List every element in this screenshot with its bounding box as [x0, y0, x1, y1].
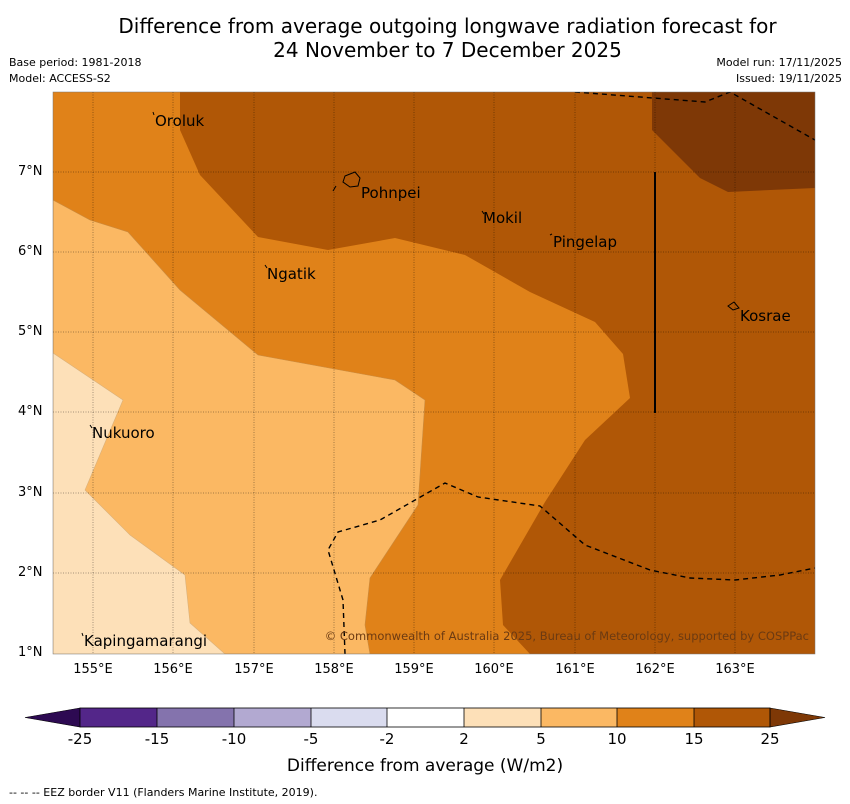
label-nukuoro: Nukuoro [92, 424, 155, 442]
model-text: Model: ACCESS-S2 [9, 72, 111, 85]
map-frame [52, 91, 816, 655]
band-2-5 [53, 352, 226, 654]
eez-borders [327, 92, 815, 654]
kosrae-outline [727, 301, 740, 311]
title-line-1: Difference from average outgoing longwav… [118, 14, 777, 38]
colorbar-extend-low [24, 707, 81, 728]
pohnpei-outline [342, 171, 361, 188]
colorbar-tick: -2 [379, 730, 395, 748]
lat-label-6n: 6°N [18, 244, 43, 259]
colorbar-title: Difference from average (W/m2) [286, 756, 564, 776]
colorbar-tick: -10 [221, 730, 247, 748]
lon-label-159e: 159°E [394, 662, 434, 677]
colorbar-neg25-neg15 [80, 708, 157, 727]
lat-label-1n: 1°N [18, 645, 43, 660]
colorbar-neg5-neg2 [311, 708, 387, 727]
lon-label-161e: 161°E [555, 662, 595, 677]
graticule [53, 92, 815, 654]
colorbar-tick: -15 [144, 730, 170, 748]
lon-label-163e: 163°E [715, 662, 755, 677]
colorbar-neg15-neg10 [157, 708, 234, 727]
model-run-text: Model run: 17/11/2025 [716, 56, 842, 69]
label-oroluk: Oroluk [155, 112, 204, 130]
lon-label-156e: 156°E [153, 662, 193, 677]
colorbar-neg10-neg5 [234, 708, 311, 727]
colorbar-tick: 5 [536, 730, 546, 748]
colorbar-tick: 15 [684, 730, 704, 748]
lon-label-162e: 162°E [635, 662, 675, 677]
colorbar-tick: 2 [459, 730, 469, 748]
lat-label-2n: 2°N [18, 565, 43, 580]
lat-label-3n: 3°N [18, 485, 43, 500]
label-mokil: Mokil [483, 209, 522, 227]
colorbar-extend-high [769, 707, 826, 728]
colorbar-tick: 10 [607, 730, 627, 748]
label-kapingamarangi: Kapingamarangi [84, 632, 207, 650]
band-15-25 [180, 92, 815, 654]
colorbar [24, 707, 826, 728]
colorbar-tick: -5 [303, 730, 319, 748]
map-plot-area: Oroluk Pohnpei Mokil Pingelap Ngatik Kos… [53, 92, 815, 654]
meta-right: Model run: 17/11/2025 Issued: 19/11/2025 [716, 55, 842, 87]
lat-label-7n: 7°N [18, 164, 43, 179]
lon-label-155e: 155°E [73, 662, 113, 677]
colorbar-dividers [156, 708, 695, 727]
lon-label-157e: 157°E [234, 662, 274, 677]
lon-label-160e: 160°E [474, 662, 514, 677]
colorbar-tick: 25 [760, 730, 780, 748]
colorbar-neg2-2 [387, 708, 464, 727]
copyright-text: © Commonwealth of Australia 2025, Bureau… [325, 629, 809, 643]
issued-text: Issued: 19/11/2025 [735, 72, 842, 85]
lat-label-4n: 4°N [18, 404, 43, 419]
colorbar-tick: -25 [67, 730, 93, 748]
meta-left: Base period: 1981-2018 Model: ACCESS-S2 [9, 55, 141, 87]
island-outlines [81, 111, 740, 637]
eez-footnote: -- -- -- EEZ border V11 (Flanders Marine… [9, 786, 318, 799]
place-labels: Oroluk Pohnpei Mokil Pingelap Ngatik Kos… [84, 112, 791, 650]
colorbar-15-25 [694, 708, 770, 727]
band-5-10 [53, 199, 426, 654]
label-pohnpei: Pohnpei [361, 184, 421, 202]
label-kosrae: Kosrae [740, 307, 791, 325]
colorbar-frame [79, 707, 771, 728]
colorbar-2-5 [464, 708, 541, 727]
lat-label-5n: 5°N [18, 324, 43, 339]
colorbar-10-15 [617, 708, 694, 727]
colorbar-5-10 [541, 708, 617, 727]
base-period-text: Base period: 1981-2018 [9, 56, 142, 69]
lon-label-158e: 158°E [314, 662, 354, 677]
title-line-2: 24 November to 7 December 2025 [273, 38, 622, 62]
label-ngatik: Ngatik [267, 265, 316, 283]
label-pingelap: Pingelap [553, 233, 617, 251]
